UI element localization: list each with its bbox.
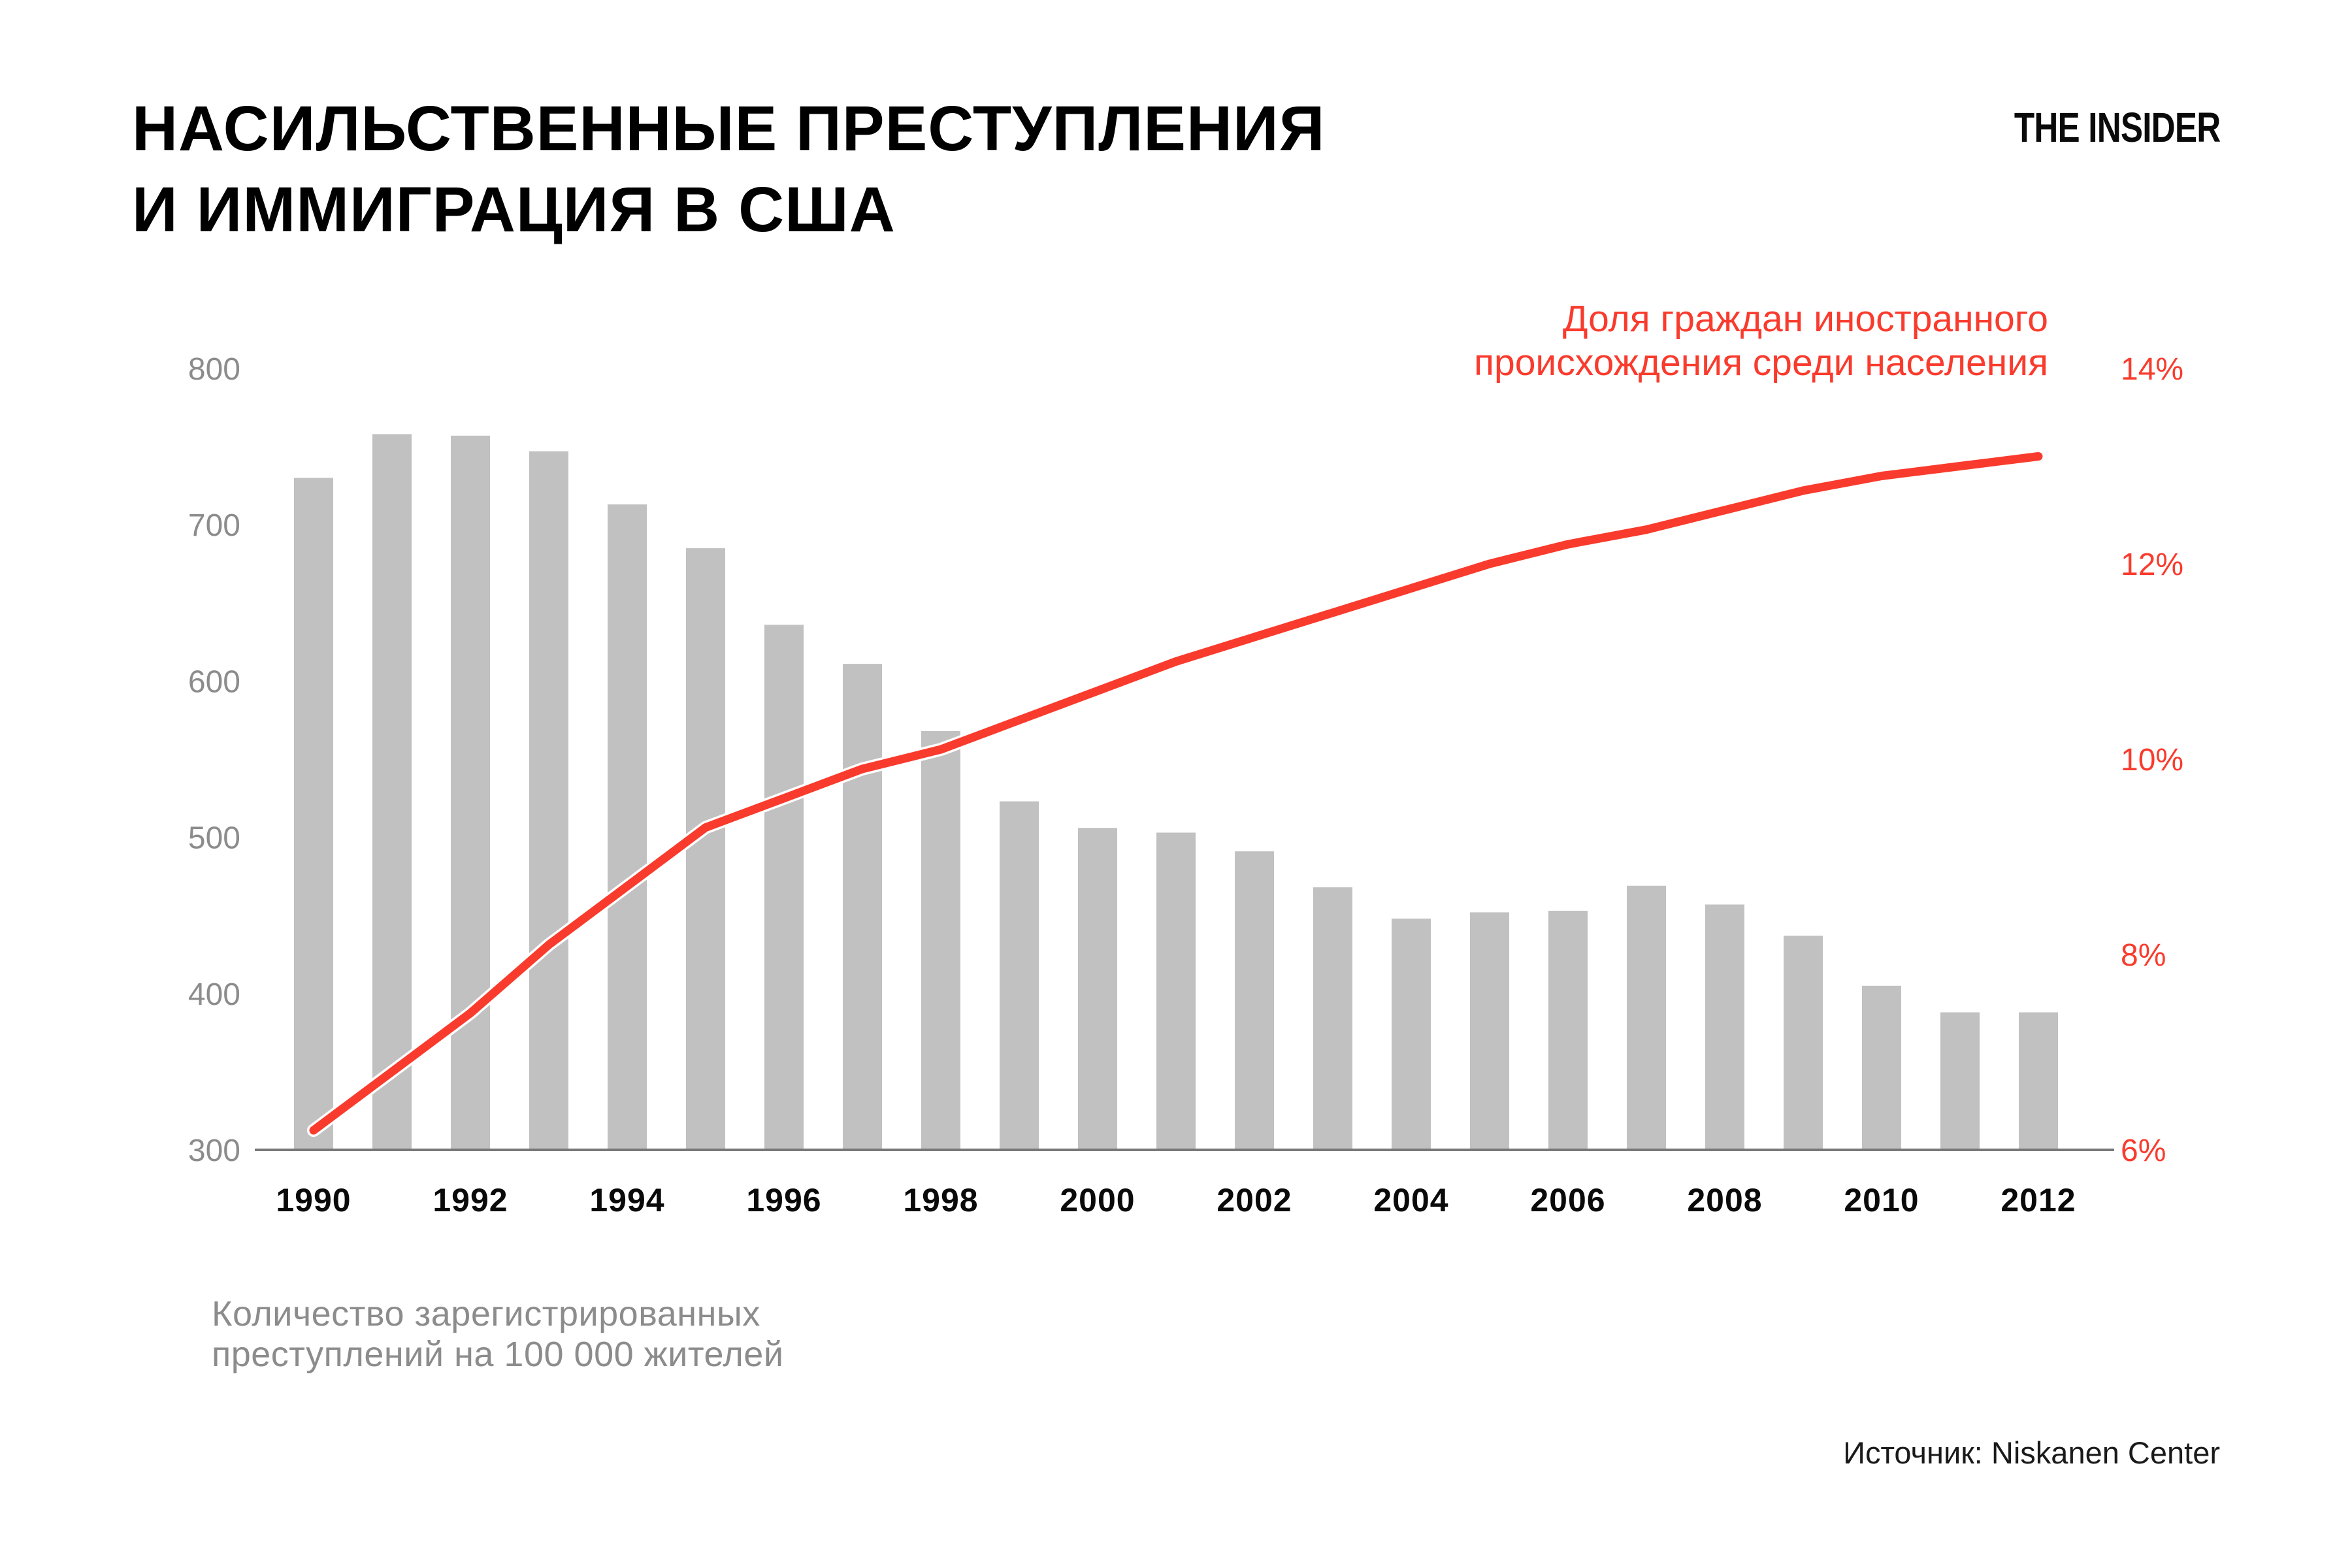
bar-2011 bbox=[1940, 1012, 1980, 1150]
bar-1994 bbox=[608, 504, 647, 1150]
bar-2002 bbox=[1235, 851, 1274, 1150]
left-axis-tick-700: 700 bbox=[188, 508, 240, 543]
page-title-line-2: И ИММИГРАЦИЯ В США bbox=[132, 174, 896, 245]
x-axis-tick-1998: 1998 bbox=[903, 1182, 978, 1218]
x-axis-tick-1990: 1990 bbox=[276, 1182, 351, 1218]
x-axis-tick-2004: 2004 bbox=[1373, 1182, 1448, 1218]
bar-series-caption: Количество зарегистрированных преступлен… bbox=[212, 1294, 784, 1375]
x-axis-tick-2000: 2000 bbox=[1060, 1182, 1135, 1218]
bar-2000 bbox=[1078, 828, 1117, 1150]
left-axis-tick-300: 300 bbox=[188, 1134, 240, 1168]
caption-line-2: преступлений на 100 000 жителей bbox=[212, 1335, 784, 1374]
bar-2010 bbox=[1862, 985, 1901, 1150]
x-axis-tick-2010: 2010 bbox=[1844, 1182, 1919, 1218]
page-title-line-1: НАСИЛЬСТВЕННЫЕ ПРЕСТУПЛЕНИЯ bbox=[132, 93, 1326, 164]
right-axis-tick-14: 14% bbox=[2121, 352, 2183, 387]
source-credit: Источник: Niskanen Center bbox=[1843, 1435, 2220, 1470]
bar-1996 bbox=[764, 625, 804, 1150]
page-title: НАСИЛЬСТВЕННЫЕ ПРЕСТУПЛЕНИЯ И ИММИГРАЦИЯ… bbox=[132, 88, 1325, 250]
bar-1993 bbox=[529, 451, 568, 1150]
bar-2003 bbox=[1313, 887, 1352, 1150]
x-axis-tick-2002: 2002 bbox=[1217, 1182, 1292, 1218]
left-axis-tick-500: 500 bbox=[188, 821, 240, 856]
the-insider-logo: THE INSIDER bbox=[2014, 104, 2221, 151]
bar-1998 bbox=[921, 730, 960, 1150]
x-axis-tick-2012: 2012 bbox=[2001, 1182, 2076, 1218]
left-axis-tick-800: 800 bbox=[188, 352, 240, 387]
bar-2006 bbox=[1548, 911, 1588, 1150]
legend-line-2: происхождения среди населения bbox=[1474, 342, 2048, 384]
bar-1997 bbox=[843, 664, 882, 1150]
left-axis-tick-600: 600 bbox=[188, 664, 240, 699]
right-axis-tick-8: 8% bbox=[2121, 938, 2166, 973]
legend-line-1: Доля граждан иностранного bbox=[1562, 298, 2048, 340]
bar-1992 bbox=[451, 435, 490, 1151]
bar-2008 bbox=[1705, 904, 1744, 1150]
right-axis-tick-6: 6% bbox=[2121, 1134, 2166, 1168]
bar-1999 bbox=[1000, 801, 1039, 1150]
bar-2007 bbox=[1627, 885, 1666, 1150]
bar-2004 bbox=[1392, 918, 1431, 1150]
line-series-legend: Доля граждан иностранного происхождения … bbox=[1474, 297, 2048, 385]
x-axis-tick-2006: 2006 bbox=[1530, 1182, 1605, 1218]
bar-1990 bbox=[294, 478, 333, 1151]
left-axis-tick-400: 400 bbox=[188, 977, 240, 1012]
bar-2005 bbox=[1470, 912, 1509, 1150]
bar-2012 bbox=[2019, 1012, 2058, 1150]
x-axis-tick-2008: 2008 bbox=[1687, 1182, 1762, 1218]
immigrant-share-line bbox=[309, 452, 2043, 1135]
right-axis-tick-12: 12% bbox=[2121, 547, 2183, 582]
caption-line-1: Количество зарегистрированных bbox=[212, 1294, 760, 1333]
x-axis-tick-1994: 1994 bbox=[589, 1182, 664, 1218]
bar-1995 bbox=[686, 548, 725, 1150]
bar-2001 bbox=[1156, 832, 1196, 1150]
x-axis-tick-1992: 1992 bbox=[433, 1182, 508, 1218]
right-axis-tick-10: 10% bbox=[2121, 743, 2183, 777]
bar-1991 bbox=[372, 434, 412, 1150]
x-axis-tick-1996: 1996 bbox=[746, 1182, 821, 1218]
bar-2009 bbox=[1784, 936, 1823, 1150]
